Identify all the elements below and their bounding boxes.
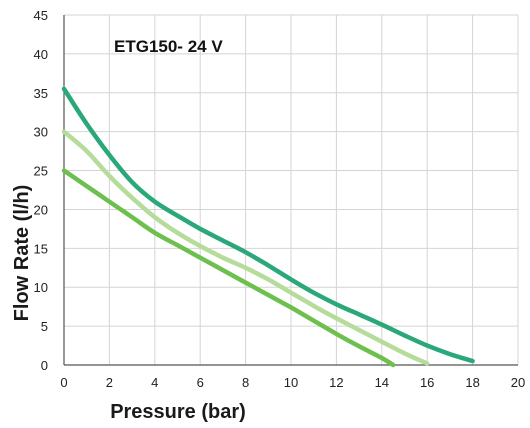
axes: [63, 15, 518, 366]
y-tick-label: 40: [34, 47, 48, 62]
y-tick-label: 15: [34, 241, 48, 256]
x-tick-label: 0: [60, 375, 67, 390]
x-tick-label: 8: [242, 375, 249, 390]
x-tick-label: 14: [375, 375, 389, 390]
y-tick-label: 20: [34, 202, 48, 217]
series-line-3: [61, 168, 396, 368]
y-tick-label: 25: [34, 164, 48, 179]
series-line-1: [61, 86, 475, 364]
y-tick-label: 5: [41, 319, 48, 334]
y-tick-label: 35: [34, 86, 48, 101]
x-tick-label: 18: [465, 375, 479, 390]
series-group: [61, 86, 475, 368]
x-tick-label: 10: [284, 375, 298, 390]
x-tick-label: 6: [197, 375, 204, 390]
y-tick-label: 45: [34, 8, 48, 23]
y-tick-label: 0: [41, 358, 48, 373]
x-tick-label: 4: [151, 375, 158, 390]
y-tick-label: 30: [34, 125, 48, 140]
x-axis-title: Pressure (bar): [110, 401, 246, 423]
tick-labels: 0 2 4 6 8 10 12 14 16 18 20 0 5 10 15 20 25 30 35 40 45: [34, 8, 526, 390]
x-tick-label: 16: [420, 375, 434, 390]
series-line-2: [61, 129, 430, 366]
x-tick-label: 2: [106, 375, 113, 390]
x-tick-label: 20: [511, 375, 525, 390]
grid: [63, 14, 519, 366]
y-axis-title: Flow Rate (l/h): [11, 185, 33, 322]
y-tick-label: 10: [34, 280, 48, 295]
x-tick-label: 12: [329, 375, 343, 390]
chart-title: ETG150- 24 V: [114, 37, 223, 56]
